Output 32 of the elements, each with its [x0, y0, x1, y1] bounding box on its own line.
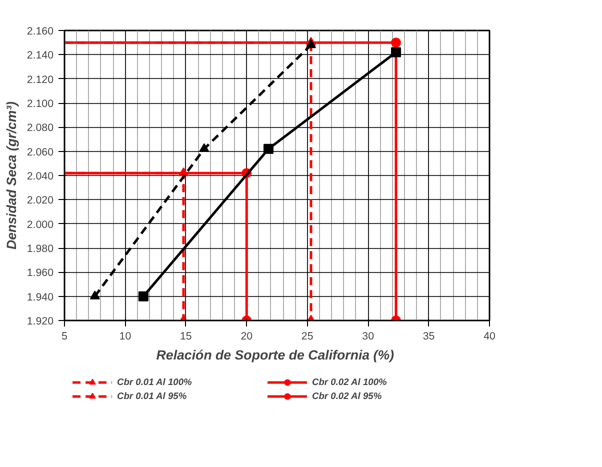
- y-tick-label: 1.920: [26, 316, 54, 328]
- x-tick-label: 40: [484, 330, 496, 342]
- y-tick-label: 2.060: [26, 146, 54, 158]
- y-tick-label: 2.080: [26, 122, 54, 134]
- y-tick-label: 2.020: [26, 194, 54, 207]
- x-tick-label: 10: [119, 330, 132, 342]
- legend-label: Cbr 0.01 Al 95%: [117, 390, 188, 403]
- x-tick-label: 20: [240, 330, 253, 342]
- y-tick-label: 1.960: [26, 267, 54, 280]
- y-tick-label: 2.120: [26, 74, 54, 86]
- x-tick-label: 15: [180, 330, 192, 342]
- legend-label: Cbr 0.02 Al 100%: [312, 376, 388, 389]
- point: [90, 290, 100, 300]
- point: [199, 143, 210, 152]
- x-tick-label: 5: [62, 330, 68, 342]
- y-tick-label: 2.160: [26, 26, 54, 38]
- x-tick-label: 30: [362, 330, 374, 342]
- point: [264, 144, 274, 154]
- y-axis-title: Densidad Seca (gr/cm³): [4, 100, 19, 250]
- legend-label: Cbr 0.02 Al 95%: [312, 390, 383, 403]
- y-tick-label: 1.940: [26, 291, 54, 304]
- x-axis-title: Relación de Soporte de California (%): [156, 348, 395, 362]
- y-tick-label: 2.000: [26, 218, 54, 231]
- y-tick-label: 2.140: [26, 50, 54, 62]
- legend-label: Cbr 0.01 Al 100%: [117, 376, 193, 389]
- y-tick-label: 2.040: [26, 170, 54, 182]
- y-tick-label: 1.980: [26, 243, 54, 255]
- point: [391, 38, 401, 48]
- x-tick-label: 25: [301, 330, 314, 342]
- x-tick-label: 35: [422, 330, 435, 342]
- point: [391, 47, 401, 58]
- y-tick-label: 2.100: [26, 98, 54, 110]
